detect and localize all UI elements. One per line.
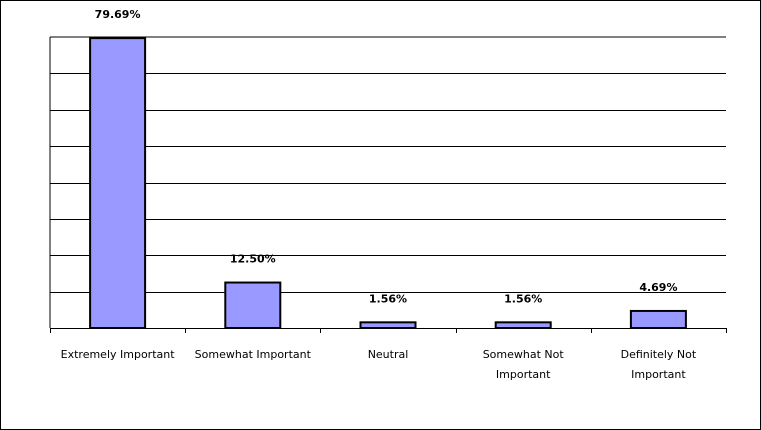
data-label: 12.50% <box>230 253 276 266</box>
data-label: 1.56% <box>504 292 542 305</box>
bar <box>494 321 552 330</box>
bar <box>89 37 147 329</box>
bar <box>359 321 417 330</box>
data-label: 79.69% <box>95 8 141 21</box>
category-label: Somewhat Important <box>195 348 312 361</box>
category-label: Important <box>496 368 551 381</box>
category-label: Definitely Not <box>621 348 697 361</box>
category-label: Neutral <box>368 348 409 361</box>
category-label: Somewhat Not <box>483 348 565 361</box>
category-label: Extremely Important <box>61 348 176 361</box>
bar <box>629 309 687 329</box>
data-label: 4.69% <box>639 281 677 294</box>
data-label: 1.56% <box>369 292 407 305</box>
plot-area: 79.69% Extremely Important 12.50% Somewhat … <box>49 8 727 381</box>
category-label: Important <box>631 368 686 381</box>
bar <box>224 281 282 329</box>
